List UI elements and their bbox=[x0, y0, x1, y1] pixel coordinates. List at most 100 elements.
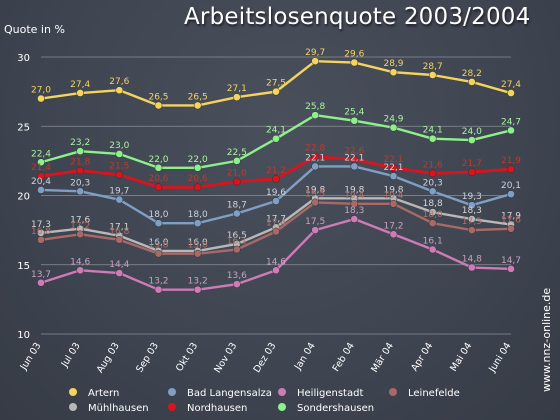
point-sondershausen-3 bbox=[154, 163, 163, 172]
point-leinefelde-4 bbox=[193, 249, 202, 258]
y-tick-10: 10 bbox=[17, 330, 30, 341]
data-label-nordhausen-5: 21,0 bbox=[227, 169, 247, 179]
data-label-sondershausen-0: 22,4 bbox=[31, 149, 51, 159]
point-bad-langensalza-9 bbox=[389, 172, 398, 180]
legend-marker-nordhausen bbox=[168, 403, 176, 411]
data-label-bad-langensalza-1: 20,3 bbox=[70, 178, 90, 188]
data-label-leinefelde-11: 17,5 bbox=[462, 217, 482, 227]
data-label-nordhausen-7: 22,8 bbox=[305, 144, 325, 154]
data-label-nordhausen-4: 20,6 bbox=[188, 174, 208, 184]
data-label-bad-langensalza-2: 19,7 bbox=[109, 187, 129, 197]
data-label-leinefelde-9: 19,4 bbox=[383, 191, 403, 201]
x-tick-juni-04: Juni 04 bbox=[486, 341, 513, 375]
data-label-artern-12: 27,4 bbox=[501, 80, 521, 90]
point-heiligenstadt-6 bbox=[272, 266, 280, 275]
data-label-muehlhausen-8: 19,8 bbox=[344, 185, 364, 195]
point-nordhausen-3 bbox=[154, 183, 163, 192]
data-label-sondershausen-12: 24,7 bbox=[501, 117, 521, 127]
point-sondershausen-11 bbox=[467, 136, 476, 144]
y-tick-30: 30 bbox=[17, 53, 30, 64]
x-tick-mai-04: Mai 04 bbox=[448, 341, 474, 374]
point-heiligenstadt-5 bbox=[232, 280, 241, 288]
data-label-leinefelde-5: 16,1 bbox=[227, 237, 247, 247]
point-bad-langensalza-5 bbox=[232, 209, 241, 218]
data-label-bad-langensalza-9: 22,1 bbox=[383, 163, 403, 173]
y-tick-labels: 10 15 20 25 30 bbox=[17, 53, 30, 341]
data-label-leinefelde-0: 16,8 bbox=[31, 227, 51, 237]
data-label-leinefelde-1: 17,2 bbox=[70, 221, 90, 231]
point-muehlhausen-10 bbox=[428, 208, 437, 216]
data-label-heiligenstadt-1: 14,6 bbox=[70, 257, 90, 267]
data-label-heiligenstadt-6: 14,6 bbox=[266, 257, 286, 267]
point-bad-langensalza-6 bbox=[272, 197, 280, 205]
point-leinefelde-11 bbox=[467, 226, 476, 234]
data-label-bad-langensalza-3: 18,0 bbox=[148, 210, 168, 220]
data-label-nordhausen-9: 22,1 bbox=[383, 155, 403, 165]
data-label-artern-6: 27,5 bbox=[266, 79, 286, 89]
legend-label-artern: Artern bbox=[88, 388, 119, 399]
data-label-heiligenstadt-3: 13,2 bbox=[148, 277, 168, 287]
data-label-heiligenstadt-2: 14,4 bbox=[109, 260, 129, 270]
point-artern-0 bbox=[37, 94, 45, 103]
data-label-artern-8: 29,6 bbox=[344, 50, 364, 60]
data-label-heiligenstadt-10: 16,1 bbox=[423, 237, 443, 247]
data-label-sondershausen-6: 24,1 bbox=[266, 126, 286, 136]
data-label-sondershausen-11: 24,0 bbox=[462, 127, 482, 137]
x-tick-feb-04: Feb 04 bbox=[331, 341, 357, 374]
data-label-sondershausen-7: 25,8 bbox=[305, 102, 325, 112]
point-leinefelde-9 bbox=[389, 199, 398, 208]
point-heiligenstadt-4 bbox=[193, 285, 202, 294]
point-artern-4 bbox=[193, 101, 202, 110]
x-tick-sep-03: Sep 03 bbox=[134, 341, 161, 375]
legend-label-bad-langensalza: Bad Langensalza bbox=[187, 388, 272, 399]
point-bad-langensalza-0 bbox=[37, 186, 45, 194]
data-label-sondershausen-1: 23,2 bbox=[70, 138, 90, 148]
point-heiligenstadt-1 bbox=[76, 266, 85, 275]
point-nordhausen-0 bbox=[37, 172, 45, 180]
data-label-leinefelde-3: 15,8 bbox=[148, 241, 168, 251]
point-sondershausen-0 bbox=[37, 158, 45, 167]
data-label-heiligenstadt-8: 18,3 bbox=[344, 206, 364, 216]
point-sondershausen-5 bbox=[232, 157, 241, 165]
data-label-muehlhausen-7: 19,8 bbox=[305, 185, 325, 195]
point-sondershausen-2 bbox=[115, 150, 124, 158]
data-label-heiligenstadt-5: 13,6 bbox=[227, 271, 247, 281]
point-artern-1 bbox=[76, 89, 85, 97]
data-label-heiligenstadt-4: 13,2 bbox=[188, 277, 208, 287]
point-sondershausen-10 bbox=[428, 134, 437, 143]
point-nordhausen-9 bbox=[389, 163, 398, 172]
y-tick-25: 25 bbox=[17, 122, 30, 133]
data-label-muehlhausen-3: 16,0 bbox=[148, 238, 168, 248]
point-artern-7 bbox=[311, 57, 320, 66]
point-leinefelde-3 bbox=[154, 249, 163, 258]
point-leinefelde-12 bbox=[507, 224, 515, 233]
grid-lines bbox=[41, 56, 511, 335]
x-tick-okt-03: Okt 03 bbox=[174, 341, 200, 374]
legend: Artern Bad Langensalza Heiligenstadt Leinef… bbox=[69, 388, 460, 414]
point-sondershausen-8 bbox=[350, 116, 359, 125]
data-label-muehlhausen-11: 18,3 bbox=[462, 206, 482, 216]
data-label-muehlhausen-0: 17,3 bbox=[31, 220, 51, 230]
x-tick-jun-03: Jun 03 bbox=[18, 341, 44, 373]
data-label-muehlhausen-4: 16,0 bbox=[188, 238, 208, 248]
legend-label-sondershausen: Sondershausen bbox=[297, 403, 374, 414]
point-heiligenstadt-7 bbox=[311, 226, 320, 234]
point-heiligenstadt-3 bbox=[154, 285, 163, 294]
point-leinefelde-10 bbox=[428, 219, 437, 228]
point-bad-langensalza-8 bbox=[350, 162, 359, 171]
legend-marker-heiligenstadt bbox=[278, 388, 286, 396]
data-label-sondershausen-5: 22,5 bbox=[227, 148, 247, 158]
data-label-heiligenstadt-12: 14,7 bbox=[501, 256, 521, 266]
point-sondershausen-9 bbox=[389, 123, 398, 132]
data-label-leinefelde-12: 17,6 bbox=[501, 216, 521, 226]
point-heiligenstadt-12 bbox=[507, 265, 515, 273]
x-tick-dez-03: Dez 03 bbox=[252, 341, 279, 375]
legend-label-heiligenstadt: Heiligenstadt bbox=[297, 388, 363, 399]
point-nordhausen-6 bbox=[272, 175, 280, 183]
legend-label-nordhausen: Nordhausen bbox=[187, 403, 247, 414]
point-sondershausen-6 bbox=[272, 134, 280, 143]
point-heiligenstadt-0 bbox=[37, 278, 45, 287]
x-tick-aug-03: Aug 03 bbox=[95, 341, 122, 375]
x-tick-jul-03: Jul 03 bbox=[59, 341, 83, 370]
